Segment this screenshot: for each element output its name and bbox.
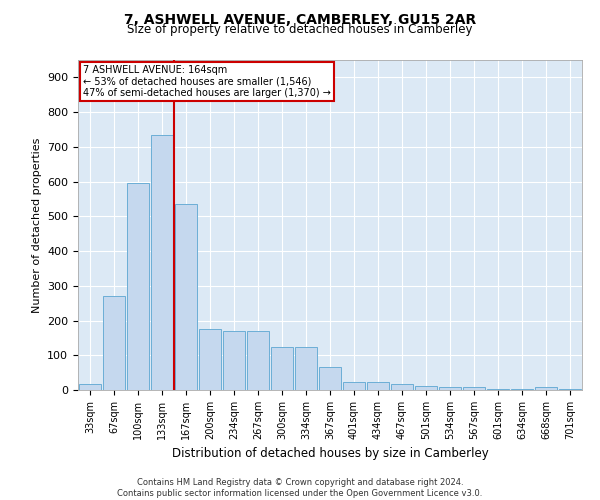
Bar — [391, 384, 413, 390]
Text: 7 ASHWELL AVENUE: 164sqm
← 53% of detached houses are smaller (1,546)
47% of sem: 7 ASHWELL AVENUE: 164sqm ← 53% of detach… — [83, 65, 331, 98]
Bar — [319, 368, 341, 390]
Bar — [127, 184, 149, 390]
Bar — [439, 386, 461, 390]
Bar — [463, 386, 485, 390]
Y-axis label: Number of detached properties: Number of detached properties — [32, 138, 41, 312]
Text: 7, ASHWELL AVENUE, CAMBERLEY, GU15 2AR: 7, ASHWELL AVENUE, CAMBERLEY, GU15 2AR — [124, 12, 476, 26]
Bar — [487, 389, 509, 390]
Bar — [343, 382, 365, 390]
Bar — [79, 384, 101, 390]
Bar — [223, 331, 245, 390]
Bar — [535, 386, 557, 390]
Bar — [271, 346, 293, 390]
Bar — [295, 346, 317, 390]
Bar — [103, 296, 125, 390]
Bar — [151, 134, 173, 390]
Bar — [559, 389, 581, 390]
Bar — [511, 389, 533, 390]
Bar — [199, 329, 221, 390]
Text: Contains HM Land Registry data © Crown copyright and database right 2024.
Contai: Contains HM Land Registry data © Crown c… — [118, 478, 482, 498]
Bar — [175, 204, 197, 390]
Bar — [247, 331, 269, 390]
Text: Size of property relative to detached houses in Camberley: Size of property relative to detached ho… — [127, 24, 473, 36]
Bar — [367, 382, 389, 390]
X-axis label: Distribution of detached houses by size in Camberley: Distribution of detached houses by size … — [172, 448, 488, 460]
Bar — [415, 386, 437, 390]
